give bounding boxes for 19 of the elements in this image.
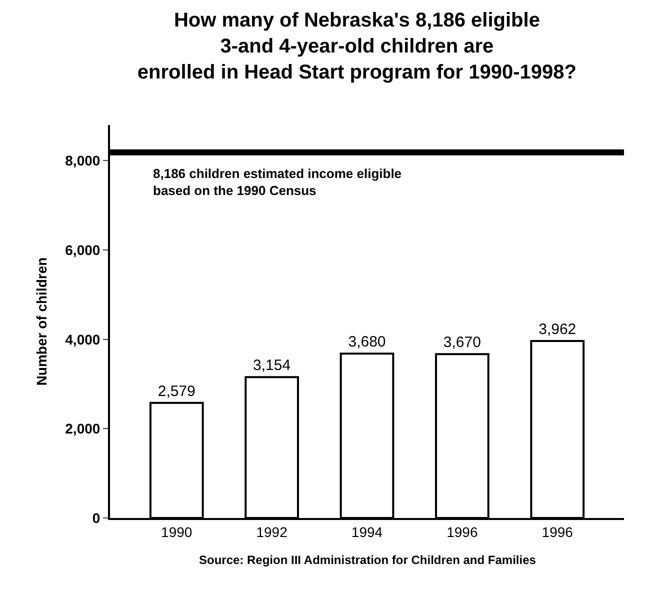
source-note: Source: Region III Administration for Children and Families [199, 553, 536, 567]
chart-title: How many of Nebraska's 8,186 eligible 3-and 4-year-old children are enrolled in Head Start program for 1990-1998? [137, 10, 576, 84]
y-tick-label: 0 [92, 510, 100, 526]
data-label: 3,670 [443, 334, 481, 352]
data-label: 2,579 [158, 382, 196, 400]
y-tick-label: 6,000 [65, 242, 100, 258]
y-axis-title: Number of children [33, 257, 50, 386]
data-label: 3,680 [348, 334, 386, 351]
data-label: 3,154 [253, 357, 291, 374]
y-tick-label: 8,000 [65, 152, 100, 169]
ref-line-label: 8,186 children estimated income eligible based on the 1990 Census [153, 166, 402, 198]
x-tick-label: 1992 [256, 524, 288, 540]
data-label: 3,962 [538, 321, 576, 338]
x-tick-label: 1996 [542, 524, 574, 540]
x-tick-label: 1990 [161, 524, 192, 540]
x-tick-label: 1994 [351, 524, 383, 540]
x-tick-label: 1996 [446, 524, 478, 540]
y-tick-label: 4,000 [65, 331, 100, 348]
y-tick-label: 2,000 [65, 420, 100, 437]
